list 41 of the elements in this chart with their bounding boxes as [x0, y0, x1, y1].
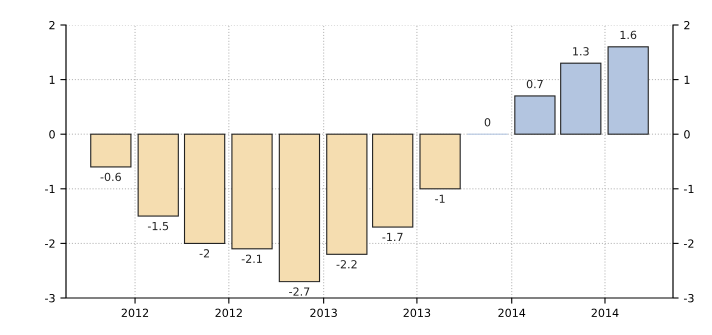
data-label: 1.6: [620, 30, 636, 40]
x-tick-label: 2014: [592, 308, 618, 318]
y2-tick-label: 0: [684, 130, 690, 139]
data-label: -2.1: [242, 254, 262, 263]
x-tick-label: 2012: [122, 308, 148, 318]
y-tick-label: -3: [45, 294, 55, 302]
bar: [90, 134, 132, 168]
y2-tick-label: 1: [684, 76, 690, 84]
data-label: 1.3: [573, 47, 589, 56]
data-label: 0: [484, 118, 490, 126]
data-label: 0.7: [526, 80, 543, 88]
y-tick-label: -1: [45, 184, 55, 194]
data-label: -1: [435, 194, 445, 203]
bar: [184, 134, 226, 244]
data-label: -2.7: [289, 287, 310, 296]
data-label: -2: [200, 249, 210, 258]
bar: [514, 95, 556, 135]
y-tick-label: 0: [49, 130, 55, 139]
y2-tick-label: -2: [684, 239, 694, 248]
data-label: -1.5: [148, 222, 168, 230]
bar: [372, 134, 414, 228]
bar: [608, 46, 649, 135]
y2-tick-label: 2: [684, 20, 690, 30]
data-label: -2.2: [336, 260, 357, 268]
y2-tick-label: -3: [684, 294, 694, 302]
bar: [326, 134, 368, 255]
data-label: -1.7: [382, 232, 403, 242]
bar: [138, 134, 179, 217]
x-tick-label: 2013: [404, 308, 430, 318]
x-tick-label: 2013: [310, 308, 337, 318]
bar: [231, 134, 273, 250]
bar: [419, 134, 461, 190]
data-label: -0.6: [100, 172, 121, 182]
bar: [278, 134, 320, 282]
x-tick-label: 2014: [498, 308, 526, 318]
y-tick-label: 2: [49, 20, 54, 30]
y-tick-label: -2: [45, 239, 54, 248]
bar: [560, 62, 602, 135]
y2-tick-label: -1: [684, 184, 694, 194]
x-tick-label: 2012: [216, 308, 242, 318]
y-tick-label: 1: [50, 76, 55, 84]
